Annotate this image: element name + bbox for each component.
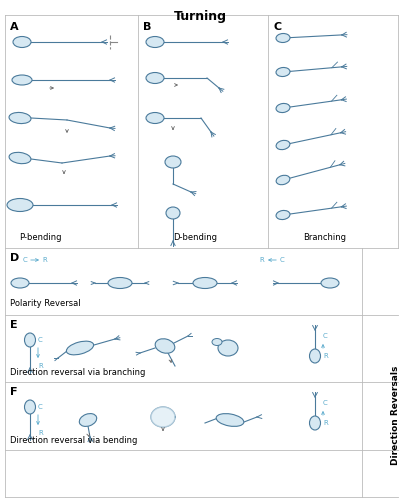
Ellipse shape <box>276 34 290 42</box>
Ellipse shape <box>79 414 97 426</box>
Ellipse shape <box>66 341 93 355</box>
Polygon shape <box>151 407 175 427</box>
Ellipse shape <box>25 333 35 347</box>
Text: A: A <box>10 22 19 32</box>
Ellipse shape <box>7 198 33 211</box>
Text: R: R <box>38 363 43 369</box>
Ellipse shape <box>166 207 180 219</box>
Text: C: C <box>323 333 328 339</box>
Ellipse shape <box>276 140 290 149</box>
Text: C: C <box>273 22 281 32</box>
Text: Polarity Reversal: Polarity Reversal <box>10 299 81 308</box>
Ellipse shape <box>212 338 222 345</box>
Ellipse shape <box>155 339 175 353</box>
Ellipse shape <box>276 68 290 76</box>
Ellipse shape <box>321 278 339 288</box>
Ellipse shape <box>146 112 164 124</box>
Text: C: C <box>38 404 43 410</box>
Ellipse shape <box>216 414 244 426</box>
Text: R: R <box>323 420 328 426</box>
Ellipse shape <box>11 278 29 288</box>
Text: D: D <box>10 253 19 263</box>
Text: C: C <box>280 257 285 263</box>
Ellipse shape <box>218 340 238 356</box>
Text: Direction Reversals: Direction Reversals <box>391 366 399 464</box>
Text: B: B <box>143 22 152 32</box>
Ellipse shape <box>146 72 164 84</box>
Ellipse shape <box>108 278 132 288</box>
Text: Direction reversal via branching: Direction reversal via branching <box>10 368 145 377</box>
Ellipse shape <box>276 176 290 184</box>
Ellipse shape <box>310 416 320 430</box>
Ellipse shape <box>276 104 290 112</box>
Text: C: C <box>23 257 27 263</box>
Text: E: E <box>10 320 18 330</box>
Text: R: R <box>260 257 264 263</box>
Text: R: R <box>323 353 328 359</box>
Text: P-bending: P-bending <box>19 233 61 242</box>
Ellipse shape <box>13 36 31 48</box>
Ellipse shape <box>193 278 217 288</box>
Text: R: R <box>43 257 48 263</box>
Ellipse shape <box>9 112 31 124</box>
Ellipse shape <box>146 36 164 48</box>
Text: F: F <box>10 387 17 397</box>
Ellipse shape <box>9 152 31 164</box>
Text: Direction reversal via bending: Direction reversal via bending <box>10 436 137 445</box>
Ellipse shape <box>25 400 35 414</box>
Text: C: C <box>38 337 43 343</box>
Text: D-bending: D-bending <box>173 233 217 242</box>
Ellipse shape <box>310 349 320 363</box>
Ellipse shape <box>12 75 32 85</box>
Text: C: C <box>323 400 328 406</box>
Text: R: R <box>38 430 43 436</box>
Text: Turning: Turning <box>174 10 226 23</box>
Ellipse shape <box>276 210 290 220</box>
Text: Branching: Branching <box>303 233 347 242</box>
Ellipse shape <box>165 156 181 168</box>
